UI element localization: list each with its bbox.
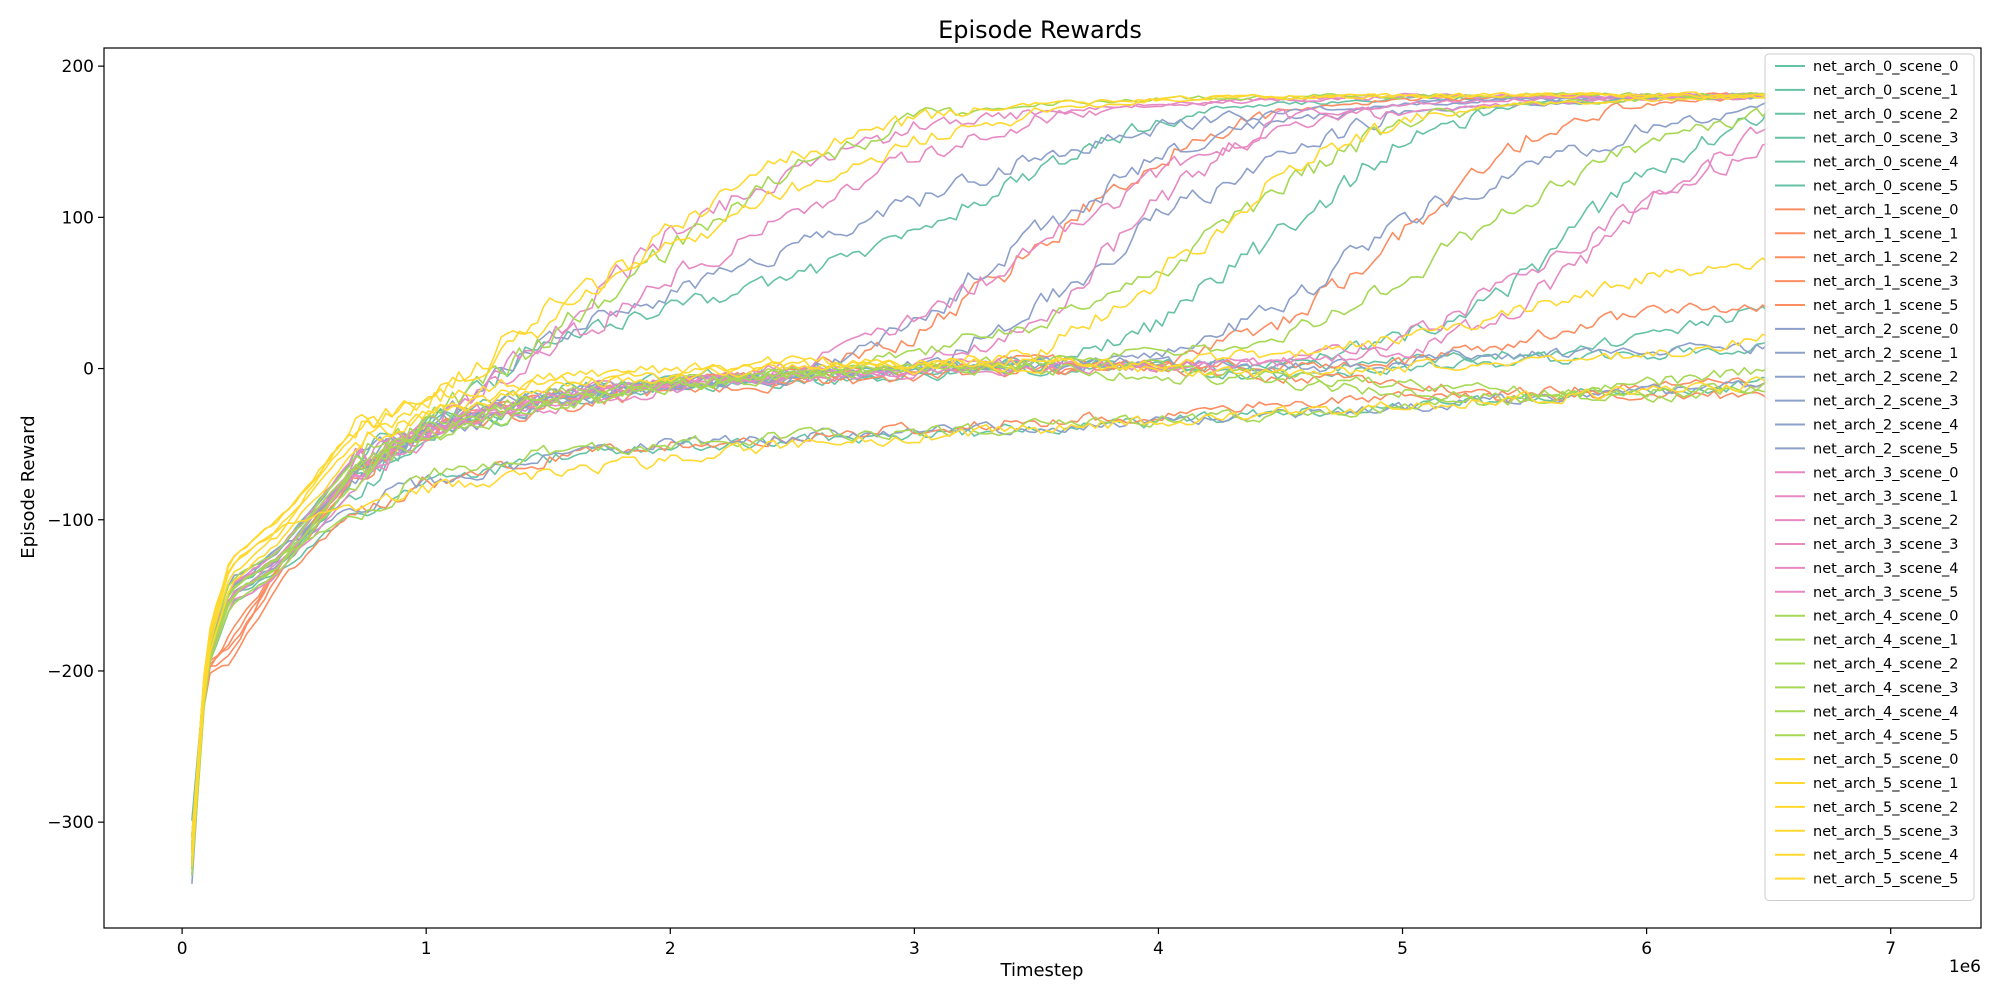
x-axis-offset-text: 1e6 (1949, 957, 1981, 977)
legend-label: net_arch_0_scene_0 (1813, 59, 1959, 75)
x-tick-label: 5 (1397, 939, 1408, 959)
y-tick-label: −100 (47, 511, 94, 531)
legend-label: net_arch_5_scene_5 (1813, 872, 1959, 888)
axes: 0 1 2 3 4 5 6 7 −300 −200 −100 0 100 200 (47, 47, 1982, 959)
y-tick-label: −300 (47, 813, 94, 833)
x-tick-label: 3 (909, 939, 920, 959)
legend-label: net_arch_1_scene_0 (1813, 202, 1959, 218)
series-line-net_arch_3_scene_3 (191, 142, 1769, 866)
legend-label: net_arch_0_scene_4 (1813, 155, 1959, 171)
legend-label: net_arch_5_scene_2 (1813, 800, 1959, 816)
legend-label: net_arch_4_scene_1 (1813, 633, 1959, 649)
legend-label: net_arch_5_scene_1 (1813, 776, 1959, 792)
series-line-net_arch_5_scene_0 (191, 91, 1769, 853)
plot-frame (103, 47, 1982, 929)
x-tick-label: 1 (421, 939, 432, 959)
legend-label: net_arch_0_scene_5 (1813, 179, 1959, 195)
legend-label: net_arch_3_scene_1 (1813, 489, 1959, 505)
legend-label: net_arch_2_scene_5 (1813, 441, 1959, 457)
legend-label: net_arch_2_scene_3 (1813, 394, 1959, 410)
legend-label: net_arch_5_scene_3 (1813, 824, 1959, 840)
plot-series-group (191, 91, 1770, 884)
legend-label: net_arch_0_scene_1 (1813, 83, 1959, 99)
legend-label: net_arch_1_scene_5 (1813, 298, 1959, 314)
legend-box (1764, 53, 1975, 901)
x-axis-label: Timestep (1000, 960, 1084, 981)
legend-label: net_arch_3_scene_5 (1813, 585, 1959, 601)
legend-label: net_arch_4_scene_5 (1813, 728, 1959, 744)
x-tick-label: 2 (665, 939, 676, 959)
legend-label: net_arch_2_scene_0 (1813, 322, 1959, 338)
legend: net_arch_0_scene_0 net_arch_0_scene_1 net_… (1764, 53, 1975, 901)
series-line-net_arch_5_scene_3 (191, 376, 1770, 837)
legend-label: net_arch_3_scene_2 (1813, 513, 1959, 529)
legend-label: net_arch_5_scene_4 (1813, 848, 1959, 864)
legend-label: net_arch_5_scene_0 (1813, 752, 1959, 768)
x-tick-label: 7 (1885, 939, 1896, 959)
chart-title: Episode Rewards (938, 16, 1142, 44)
legend-label: net_arch_2_scene_4 (1813, 418, 1959, 434)
legend-label: net_arch_4_scene_0 (1813, 609, 1959, 625)
y-axis-label: Episode Reward (18, 415, 39, 558)
x-tick-label: 0 (177, 939, 188, 959)
series-line-net_arch_4_scene_3 (191, 379, 1770, 854)
legend-label: net_arch_1_scene_1 (1813, 226, 1959, 242)
x-tick-label: 4 (1153, 939, 1164, 959)
legend-label: net_arch_3_scene_3 (1813, 537, 1959, 553)
legend-label: net_arch_4_scene_4 (1813, 704, 1959, 720)
legend-label: net_arch_0_scene_2 (1813, 107, 1959, 123)
y-tick-label: 0 (83, 360, 94, 380)
y-tick-label: 200 (62, 57, 94, 77)
legend-label: net_arch_4_scene_2 (1813, 657, 1959, 673)
y-tick-label: 100 (62, 208, 94, 228)
legend-label: net_arch_3_scene_0 (1813, 465, 1959, 481)
legend-label: net_arch_4_scene_3 (1813, 680, 1959, 696)
series-line-net_arch_4_scene_1 (191, 354, 1769, 847)
legend-label: net_arch_0_scene_3 (1813, 131, 1959, 147)
legend-label: net_arch_2_scene_1 (1813, 346, 1959, 362)
y-tick-label: −200 (47, 662, 94, 682)
series-line-net_arch_5_scene_2 (191, 95, 1769, 860)
series-line-net_arch_5_scene_4 (191, 257, 1770, 867)
x-tick-label: 6 (1641, 939, 1652, 959)
legend-label: net_arch_2_scene_2 (1813, 370, 1959, 386)
legend-label: net_arch_3_scene_4 (1813, 561, 1959, 577)
series-line-net_arch_5_scene_5 (191, 91, 1769, 852)
legend-label: net_arch_1_scene_3 (1813, 274, 1959, 290)
legend-label: net_arch_1_scene_2 (1813, 250, 1959, 266)
series-line-net_arch_2_scene_4 (191, 342, 1770, 861)
